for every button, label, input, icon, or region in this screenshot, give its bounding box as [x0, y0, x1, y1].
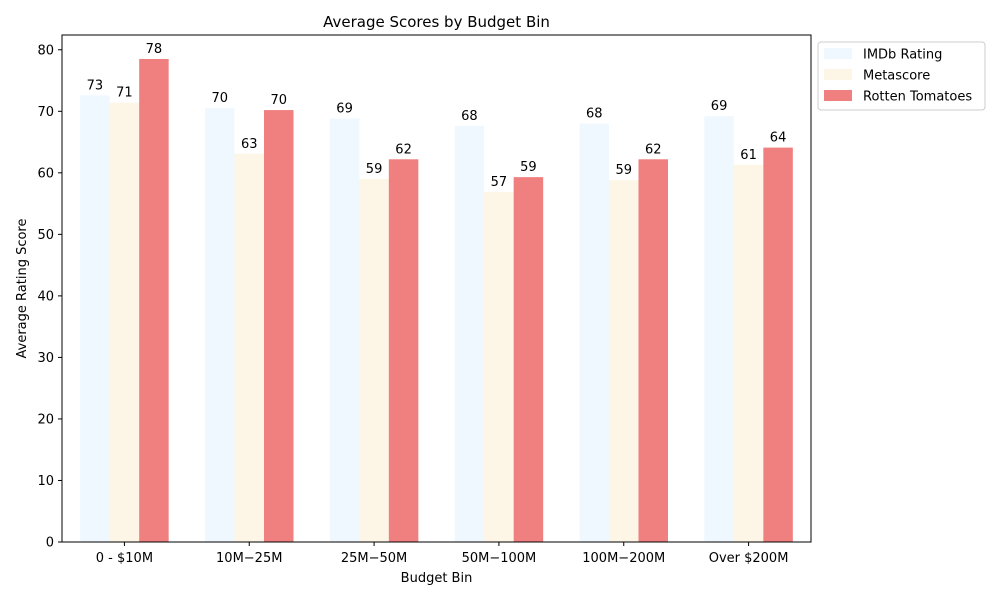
value-labels-layer: 73 70 69 68 68 69 71 63 59 57 59 61 78 70 62 59 62 64	[87, 42, 787, 190]
bar-rotten-tomatoes-5	[763, 147, 793, 542]
x-axis: 0 - $10M 10M−25M 25M−50M 50M−100M 100M−200M O…	[96, 542, 789, 566]
x-axis-label: Budget Bin	[401, 571, 473, 586]
bar-metascore-2	[359, 178, 389, 542]
plot-frame	[61, 34, 812, 543]
bars-layer	[80, 58, 793, 543]
bar-value-label: 78	[146, 42, 163, 57]
legend-swatch	[824, 90, 852, 101]
bar-metascore-1	[234, 153, 264, 542]
bar-metascore-5	[733, 164, 764, 542]
bar-rotten-tomatoes-1	[264, 110, 294, 542]
y-tick-label: 70	[37, 105, 54, 120]
bar-imdb-rating-3	[454, 126, 485, 542]
bar-rotten-tomatoes-4	[638, 159, 668, 543]
bar-value-label: 70	[211, 91, 228, 106]
y-tick-label: 60	[37, 166, 54, 181]
bar-imdb-rating-0	[80, 95, 110, 542]
bar-value-label: 59	[615, 163, 632, 178]
y-tick-label: 30	[37, 351, 54, 366]
x-tick-label: 50M−100M	[462, 551, 537, 566]
bar-rotten-tomatoes-2	[388, 159, 419, 543]
y-tick-label: 80	[37, 43, 54, 58]
bar-value-label: 62	[645, 142, 662, 157]
bar-value-label: 69	[711, 99, 728, 114]
legend-label: Metascore	[863, 69, 930, 84]
y-tick-label: 40	[37, 289, 54, 304]
x-tick-label: 10M−25M	[216, 551, 282, 566]
bar-rotten-tomatoes-3	[513, 177, 544, 543]
bar-value-label: 59	[366, 162, 383, 177]
bar-value-label: 71	[116, 86, 133, 101]
bar-imdb-rating-5	[704, 116, 734, 542]
y-tick-label: 50	[37, 228, 54, 243]
legend-swatch	[824, 69, 852, 80]
bar-imdb-rating-2	[329, 118, 360, 542]
bar-value-label: 57	[491, 175, 508, 190]
x-tick-label: Over $200M	[709, 551, 789, 566]
legend-frame	[817, 41, 986, 111]
legend-swatch	[824, 48, 852, 59]
legend-label: Rotten Tomatoes	[863, 90, 972, 105]
x-tick-label: 25M−50M	[341, 551, 407, 566]
bar-metascore-0	[109, 102, 140, 542]
legend-label: IMDb Rating	[863, 48, 942, 63]
bar-value-label: 73	[87, 78, 104, 93]
bar-rotten-tomatoes-0	[139, 58, 169, 542]
bar-imdb-rating-1	[205, 108, 235, 542]
y-axis: 0 10 20 30 40 50 60 70 80	[37, 43, 62, 551]
y-tick-label: 20	[37, 412, 54, 427]
bar-metascore-4	[609, 180, 639, 542]
bar-value-label: 70	[270, 93, 287, 108]
bar-imdb-rating-4	[579, 123, 609, 543]
bar-value-label: 68	[461, 109, 478, 124]
x-tick-label: 0 - $10M	[96, 551, 153, 566]
y-tick-label: 0	[46, 536, 54, 551]
bar-value-label: 69	[336, 102, 353, 117]
legend: IMDb Rating Metascore Rotten Tomatoes	[817, 41, 986, 111]
x-tick-label: 100M−200M	[582, 551, 665, 566]
bar-value-label: 62	[395, 142, 412, 157]
y-axis-label: Average Rating Score	[15, 219, 30, 359]
bar-value-label: 63	[241, 137, 258, 152]
bar-value-label: 59	[520, 160, 537, 175]
chart-title: Average Scores by Budget Bin	[323, 13, 550, 31]
bar-metascore-3	[484, 191, 514, 542]
bar-value-label: 68	[586, 107, 603, 122]
bar-value-label: 64	[770, 131, 787, 146]
y-tick-label: 10	[37, 474, 54, 489]
bar-value-label: 61	[740, 148, 757, 163]
